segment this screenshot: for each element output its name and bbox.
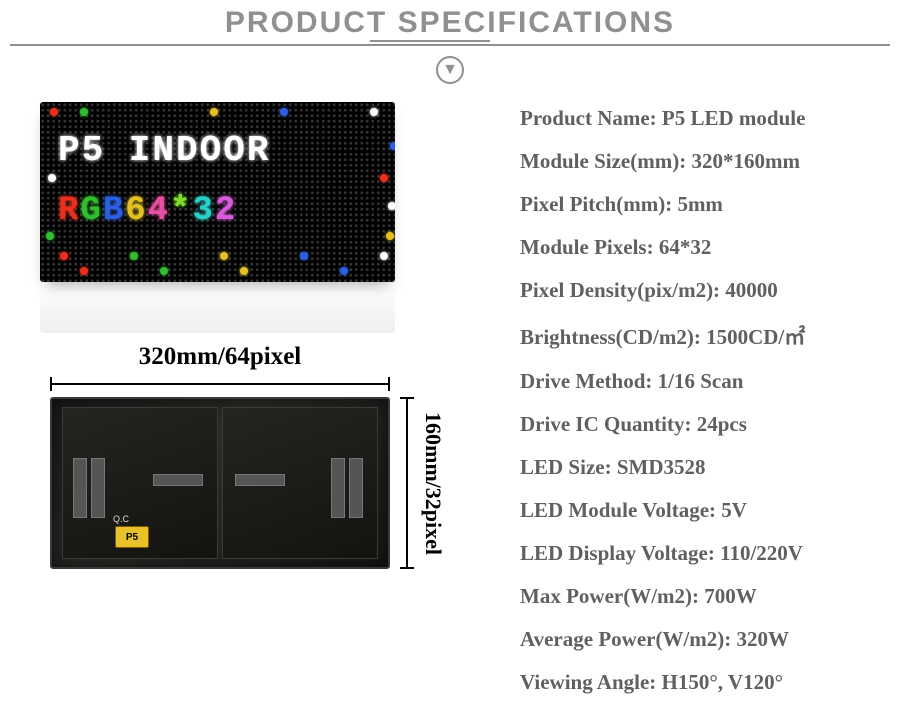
connector: [331, 458, 345, 518]
led-speck: [220, 252, 228, 260]
spec-list: Product Name: P5 LED module Module Size(m…: [440, 102, 882, 713]
left-column: P5 INDOOR RGB 64*32 320mm/64pixel Q.C P5: [40, 102, 440, 713]
led-speck: [50, 108, 58, 116]
content: P5 INDOOR RGB 64*32 320mm/64pixel Q.C P5: [0, 84, 900, 713]
led-speck: [80, 267, 88, 275]
led-char: 2: [215, 192, 237, 230]
led-speck: [240, 267, 248, 275]
led-back-panel: Q.C P5: [50, 397, 390, 569]
spec-line: Module Pixels: 64*32: [520, 235, 882, 260]
led-speck: [160, 267, 168, 275]
down-arrow-icon: ▼: [436, 56, 464, 84]
led-text-line1: P5 INDOOR: [58, 130, 270, 171]
led-char: *: [170, 192, 192, 230]
qc-sticker: P5: [115, 526, 149, 548]
title-rule: [10, 44, 890, 46]
spec-line: Product Name: P5 LED module: [520, 106, 882, 131]
header: PRODUCT SPECIFICATIONS ▼: [0, 0, 900, 84]
pcb-right: [222, 407, 378, 559]
spec-line: Pixel Pitch(mm): 5mm: [520, 192, 882, 217]
connector: [73, 458, 87, 518]
spec-line: Max Power(W/m2): 700W: [520, 584, 882, 609]
pcb-left: Q.C P5: [62, 407, 218, 559]
led-speck: [280, 108, 288, 116]
connector: [235, 474, 285, 486]
back-panel-wrap: Q.C P5 160mm/32pixel: [40, 397, 440, 569]
led-speck: [60, 252, 68, 260]
led-speck: [380, 252, 388, 260]
spec-line: LED Display Voltage: 110/220V: [520, 541, 882, 566]
led-char: R: [58, 192, 80, 230]
led-speck: [46, 232, 54, 240]
connector: [153, 474, 203, 486]
dimension-height: 160mm/32pixel: [400, 397, 446, 569]
led-speck: [48, 174, 56, 182]
led-front-panel: P5 INDOOR RGB 64*32: [40, 102, 395, 282]
arrow-glyph: ▼: [442, 61, 458, 79]
dimension-height-label: 160mm/32pixel: [420, 412, 446, 555]
dimension-width-label: 320mm/64pixel: [50, 343, 390, 371]
dimension-height-rule: [400, 397, 414, 569]
title-underline: [370, 40, 490, 42]
spec-line: Pixel Density(pix/m2): 40000: [520, 278, 882, 303]
spec-line: Viewing Angle: H150°, V120°: [520, 670, 882, 695]
spec-line: Drive Method: 1/16 Scan: [520, 369, 882, 394]
spec-line: Drive IC Quantity: 24pcs: [520, 412, 882, 437]
led-char: 6: [125, 192, 147, 230]
led-speck: [380, 174, 388, 182]
led-char: 4: [148, 192, 170, 230]
led-speck: [130, 252, 138, 260]
led-char: B: [103, 192, 125, 230]
dimension-block: 320mm/64pixel Q.C P5: [40, 343, 440, 569]
led-speck: [370, 108, 378, 116]
led-speck: [390, 142, 395, 150]
spec-line: Average Power(W/m2): 320W: [520, 627, 882, 652]
led-char: G: [80, 192, 102, 230]
connector: [349, 458, 363, 518]
led-speck: [386, 232, 394, 240]
spec-line: Brightness(CD/m2): 1500CD/㎡: [520, 321, 882, 351]
spec-line: LED Module Voltage: 5V: [520, 498, 882, 523]
led-speck: [388, 202, 395, 210]
spec-line: LED Size: SMD3528: [520, 455, 882, 480]
led-text-line2: RGB 64*32: [58, 192, 237, 230]
led-char: 3: [192, 192, 214, 230]
led-speck: [300, 252, 308, 260]
page-title: PRODUCT SPECIFICATIONS: [225, 6, 675, 40]
led-reflection: [40, 283, 395, 333]
spec-line: Module Size(mm): 320*160mm: [520, 149, 882, 174]
connector: [91, 458, 105, 518]
led-speck: [340, 267, 348, 275]
qc-label: Q.C: [113, 514, 129, 524]
led-speck: [210, 108, 218, 116]
led-speck: [80, 108, 88, 116]
dimension-width-rule: [50, 377, 390, 391]
